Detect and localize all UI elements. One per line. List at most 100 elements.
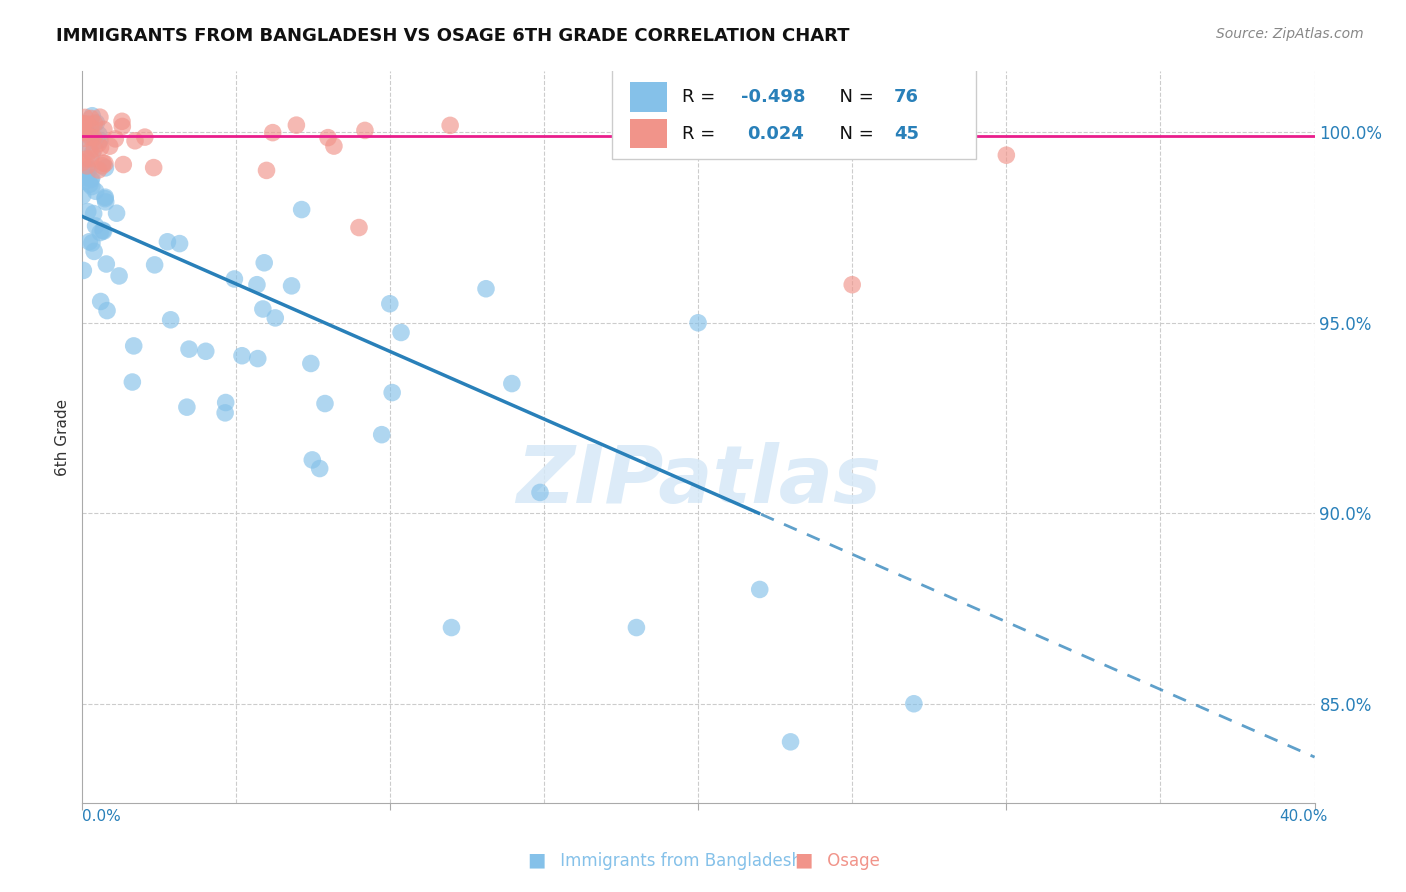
Point (86, 116, 108, 130)
Point (246, 277, 269, 292)
Point (841, 277, 863, 292)
Text: N =: N = (828, 88, 879, 106)
Point (91, 223, 114, 237)
Point (252, 301, 274, 316)
Point (176, 400, 198, 414)
Point (89, 110, 111, 124)
Point (80, 112, 103, 126)
FancyBboxPatch shape (612, 68, 976, 159)
Point (626, 136, 648, 151)
Point (262, 126, 284, 140)
Point (93, 224, 115, 238)
Point (94, 156, 117, 170)
Point (903, 697, 925, 711)
Point (83, 130, 105, 145)
Point (75, 136, 97, 150)
Point (347, 220, 370, 235)
Point (72, 125, 94, 139)
Point (440, 621, 463, 635)
Text: 0.024: 0.024 (748, 125, 804, 143)
Point (688, 316, 710, 330)
Text: 76: 76 (894, 88, 920, 106)
Point (389, 326, 412, 340)
Point (285, 118, 308, 132)
Text: 40.0%: 40.0% (1279, 809, 1327, 823)
Point (231, 349, 253, 363)
Text: R =: R = (682, 125, 727, 143)
Point (75, 174, 97, 188)
Point (72, 188, 94, 202)
Text: IMMIGRANTS FROM BANGLADESH VS OSAGE 6TH GRADE CORRELATION CHART: IMMIGRANTS FROM BANGLADESH VS OSAGE 6TH … (56, 27, 849, 45)
Point (124, 134, 146, 148)
Point (112, 157, 135, 171)
Point (82, 109, 104, 123)
Point (75, 170, 97, 185)
Point (72, 117, 94, 131)
Point (122, 339, 145, 353)
Point (779, 735, 801, 749)
Point (98, 139, 121, 153)
Point (72, 117, 94, 131)
Point (253, 256, 276, 270)
Point (79, 235, 101, 249)
Text: Osage: Osage (801, 852, 880, 870)
Point (111, 120, 134, 134)
Point (80, 235, 103, 250)
Point (280, 278, 302, 293)
Point (90, 294, 112, 309)
Point (83, 142, 105, 156)
Point (87, 136, 110, 151)
Point (104, 132, 127, 146)
Point (96, 303, 118, 318)
Point (75, 124, 97, 138)
Point (72, 120, 94, 135)
Point (256, 163, 278, 178)
Text: 0.0%: 0.0% (82, 809, 121, 823)
Point (370, 427, 392, 442)
Point (79, 130, 101, 145)
Point (89, 226, 111, 240)
Point (72, 155, 94, 169)
Point (224, 272, 246, 286)
Point (105, 206, 128, 220)
Point (439, 119, 461, 133)
Point (79, 152, 101, 166)
Point (529, 485, 551, 500)
Point (142, 161, 165, 175)
Point (87, 128, 110, 142)
Point (111, 114, 134, 128)
Point (80, 170, 103, 185)
Point (83, 244, 105, 259)
Point (121, 375, 143, 389)
Point (96, 257, 118, 271)
Point (314, 396, 336, 410)
Point (89, 133, 111, 147)
Y-axis label: 6th Grade: 6th Grade (55, 399, 70, 475)
Point (73, 131, 96, 145)
Text: Immigrants from Bangladesh: Immigrants from Bangladesh (534, 852, 803, 870)
Point (316, 130, 339, 145)
Point (194, 344, 217, 359)
Point (308, 461, 330, 475)
Point (83, 206, 105, 220)
Text: -0.498: -0.498 (741, 88, 806, 106)
Point (76, 117, 98, 131)
Point (94, 192, 117, 206)
Point (177, 342, 200, 356)
Point (76, 152, 98, 166)
Point (169, 236, 191, 251)
Point (80, 172, 103, 186)
Point (77, 161, 100, 176)
Point (301, 453, 323, 467)
Point (84, 219, 107, 233)
Point (94, 161, 117, 175)
Text: Source: ZipAtlas.com: Source: ZipAtlas.com (1216, 27, 1364, 41)
Point (323, 139, 346, 153)
Point (108, 268, 131, 283)
Text: R =: R = (682, 88, 721, 106)
Point (80, 146, 103, 161)
Point (626, 621, 648, 635)
Point (87, 163, 110, 178)
Point (215, 395, 238, 409)
Point (475, 282, 498, 296)
